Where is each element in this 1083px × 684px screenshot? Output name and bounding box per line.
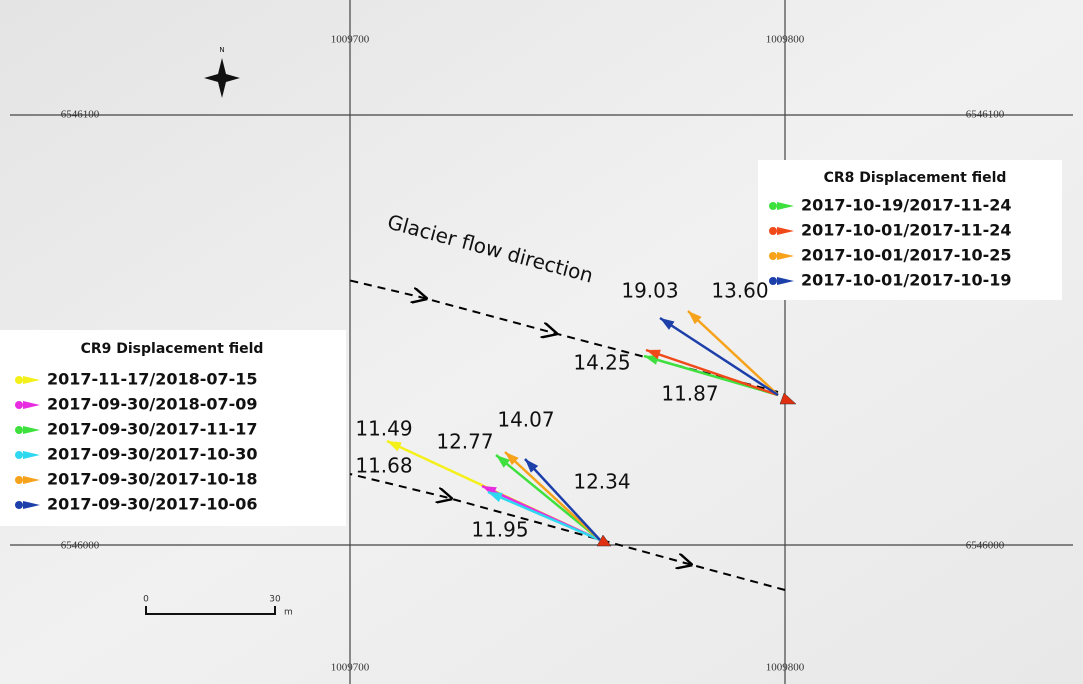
grid-label: 1009800 xyxy=(766,34,805,46)
grid-label: 6546100 xyxy=(61,109,100,121)
legend-entry: 2017-10-01/2017-10-19 xyxy=(801,271,1012,290)
arrow-head xyxy=(488,492,503,503)
legend-entry: 2017-09-30/2017-10-30 xyxy=(47,445,258,464)
legend-arrow xyxy=(777,227,794,235)
cr8-legend xyxy=(758,160,1062,300)
arrow-label: 11.68 xyxy=(355,454,412,478)
station-cr9 xyxy=(596,534,612,547)
legend-arrow xyxy=(777,277,794,285)
legend-entry: 2017-10-19/2017-11-24 xyxy=(801,196,1012,215)
arrow-head xyxy=(660,318,675,330)
grid-label: 6546000 xyxy=(61,540,100,552)
arrow-label: 11.49 xyxy=(355,417,412,441)
legend-arrow xyxy=(23,426,40,434)
legend-dot xyxy=(15,401,23,409)
legend-dot xyxy=(769,277,777,285)
arrow-head xyxy=(387,441,402,452)
legend-arrow xyxy=(23,376,40,384)
arrow-label: 19.03 xyxy=(621,279,678,303)
legend-arrow xyxy=(23,401,40,409)
displacement-arrow xyxy=(504,451,601,541)
arrow-head xyxy=(496,455,511,468)
arrow-label: 12.77 xyxy=(436,430,493,454)
legend-title: CR8 Displacement field xyxy=(824,170,1007,186)
displacement-arrow xyxy=(687,310,779,396)
legend-dot xyxy=(15,476,23,484)
legend-title: CR9 Displacement field xyxy=(81,341,264,357)
displacement-arrow xyxy=(495,454,601,541)
legend-dot xyxy=(769,227,777,235)
arrow-label: 11.95 xyxy=(471,518,528,542)
legend-arrow xyxy=(23,476,40,484)
arrow-head xyxy=(525,459,539,473)
legend-dot xyxy=(15,501,23,509)
arrow-label: 14.07 xyxy=(497,408,554,432)
arrow-head xyxy=(646,349,661,360)
station-cr8 xyxy=(779,392,797,405)
grid-label: 6546100 xyxy=(966,109,1005,121)
arrow-label: 14.25 xyxy=(573,351,630,375)
legend-entry: 2017-10-01/2017-11-24 xyxy=(801,221,1012,240)
legend-entry: 2017-09-30/2017-11-17 xyxy=(47,420,258,439)
legend-dot xyxy=(15,376,23,384)
arrow-head xyxy=(644,355,659,365)
legend-entry: 2017-09-30/2017-10-18 xyxy=(47,470,258,489)
grid-label: 1009700 xyxy=(331,662,370,674)
grid-label: 1009700 xyxy=(331,34,370,46)
legend-arrow xyxy=(777,252,794,260)
arrow-head xyxy=(688,311,702,325)
legend-dot xyxy=(769,202,777,210)
arrow-label: 12.34 xyxy=(573,470,630,494)
flow-line xyxy=(349,473,786,591)
legend-dot xyxy=(769,252,777,260)
scale-label: 0 xyxy=(143,595,149,605)
grid-label: 1009800 xyxy=(766,662,805,674)
displacement-arrow xyxy=(659,316,779,397)
legend-entry: 2017-10-01/2017-10-25 xyxy=(801,246,1012,265)
displacement-arrow xyxy=(524,458,601,541)
displacement-arrow xyxy=(487,490,601,542)
scale-label: 30 xyxy=(269,595,281,605)
north-label: N xyxy=(219,46,224,54)
arrow-head xyxy=(505,452,519,466)
legend-arrow xyxy=(777,202,794,210)
legend-dot xyxy=(15,451,23,459)
legend-entry: 2017-09-30/2017-10-06 xyxy=(47,495,258,514)
scale-unit: m xyxy=(284,608,293,618)
scale-bar: 0 30 m xyxy=(143,595,293,618)
legend-dot xyxy=(15,426,23,434)
legend-arrow xyxy=(23,501,40,509)
legend-entry: 2017-09-30/2018-07-09 xyxy=(47,395,258,414)
legend-arrow xyxy=(23,451,40,459)
displacement-arrow xyxy=(645,348,779,397)
cr9-legend xyxy=(0,330,346,526)
legend-entry: 2017-11-17/2018-07-15 xyxy=(47,370,258,389)
north-arrow: N xyxy=(204,46,240,98)
arrow-label: 13.60 xyxy=(711,279,768,303)
grid-label: 6546000 xyxy=(966,540,1005,552)
arrow-label: 11.87 xyxy=(661,382,718,406)
